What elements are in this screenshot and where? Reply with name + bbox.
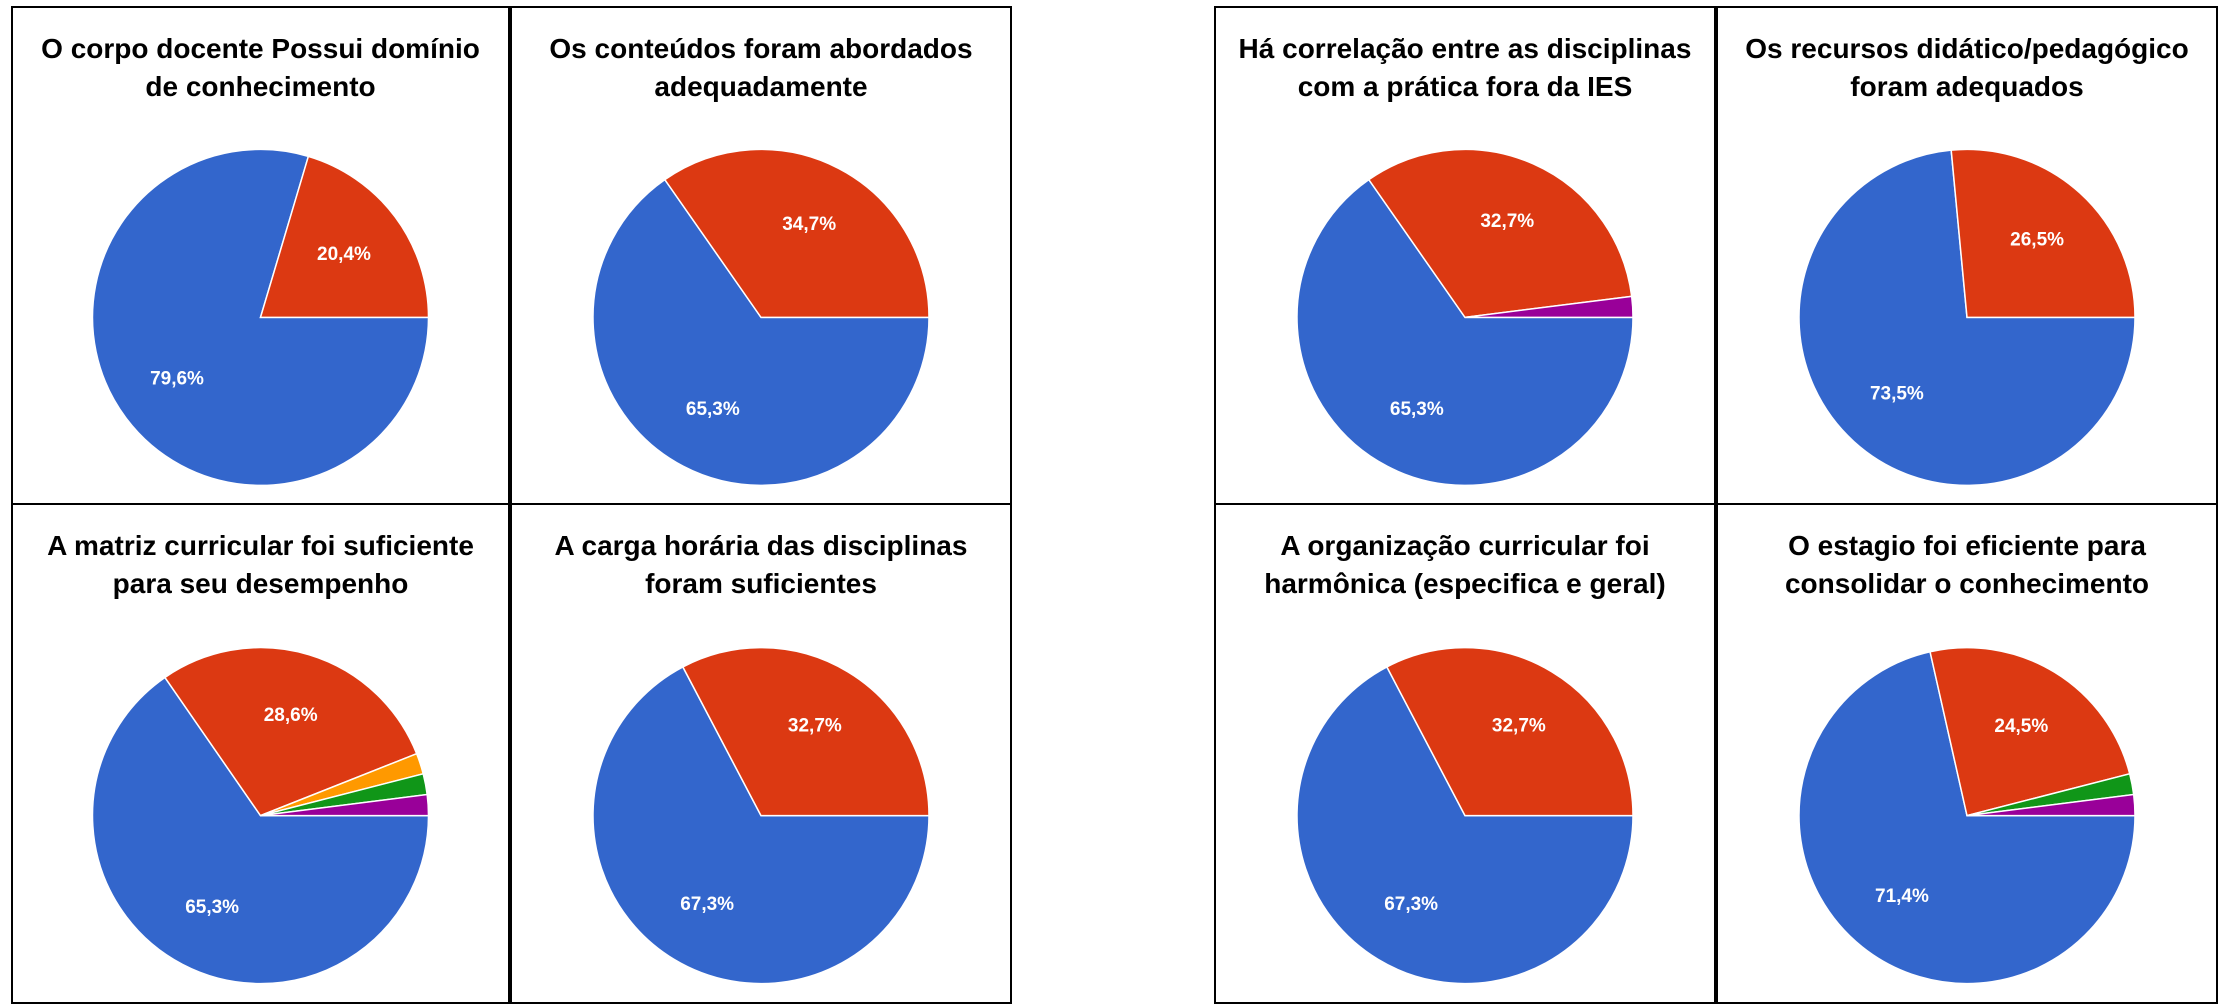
slice-label: 28,6% [264,705,318,726]
pie-slice [1950,148,2136,319]
slice-label: 26,5% [2010,229,2064,250]
pie-slice [259,155,430,319]
chart-title: A matriz curricular foi suficiente para … [47,530,474,599]
pie-slice [91,676,430,985]
pie-chart: 65,3% 32,7% [1296,148,1634,487]
chart-title: O corpo docente Possui domínio de conhec… [41,33,480,102]
slice-label: 24,5% [1994,716,2048,737]
chart-title: Há correlação entre as disciplinas com a… [1238,33,1692,102]
slice-label: 65,3% [185,897,239,918]
pie-slice [163,646,418,817]
pie-chart: 71,4% 24,5% [1798,646,2136,985]
pie-chart: 67,3% 32,7% [1296,646,1634,985]
pie-slice [1464,295,1634,319]
chart-title: A organização curricular foi harmônica (… [1264,530,1666,599]
pie-slice [592,665,930,985]
pie-chart: 73,5% 26,5% [1798,148,2136,487]
chart-panel: Os recursos didático/pedagógico foram ad… [1716,6,2218,505]
pie-slice [1296,178,1634,487]
pie-slice [1385,646,1634,817]
slice-label: 32,7% [788,715,842,736]
pie-slice [1966,793,2136,817]
pie-chart: 67,3% 32,7% [592,646,930,985]
slice-label: 65,3% [686,399,740,420]
pie-slice [592,178,930,487]
chart-title: A carga horária das disciplinas foram su… [554,530,968,599]
slice-label: 32,7% [1480,211,1534,232]
chart-panel: A organização curricular foi harmônica (… [1214,503,1716,1004]
pie-slice [1367,148,1633,319]
slice-label: 20,4% [317,244,371,265]
chart-panel: O corpo docente Possui domínio de conhec… [11,6,510,505]
pie-slice [1296,665,1634,985]
chart-panel: A carga horária das disciplinas foram su… [510,503,1012,1004]
pie-slice [1798,650,2136,985]
chart-panel: A matriz curricular foi suficiente para … [11,503,510,1004]
pie-chart: 79,6% 20,4% [91,148,430,487]
chart-title: O estagio foi eficiente para consolidar … [1784,530,2150,599]
slice-label: 34,7% [782,214,836,235]
pie-chart: 65,3% 34,7% [592,148,930,487]
chart-title: Os recursos didático/pedagógico foram ad… [1745,33,2189,102]
pie-slice [260,793,430,817]
pie-slice [663,148,930,319]
chart-panel: O estagio foi eficiente para consolidar … [1716,503,2218,1004]
chart-panel: Os conteúdos foram abordados adequadamen… [510,6,1012,505]
chart-title: Os conteúdos foram abordados adequadamen… [549,33,973,102]
slice-label: 65,3% [1390,399,1444,420]
slice-label: 67,3% [1384,894,1438,915]
chart-panel: Há correlação entre as disciplinas com a… [1214,6,1716,505]
pie-slice [681,646,930,817]
slice-label: 79,6% [150,369,204,390]
slice-label: 67,3% [680,894,734,915]
slice-label: 32,7% [1492,715,1546,736]
pie-slice [1929,646,2131,817]
slice-label: 73,5% [1870,383,1924,404]
slice-label: 71,4% [1875,886,1929,907]
pie-chart: 65,3% 28,6% [91,646,430,985]
